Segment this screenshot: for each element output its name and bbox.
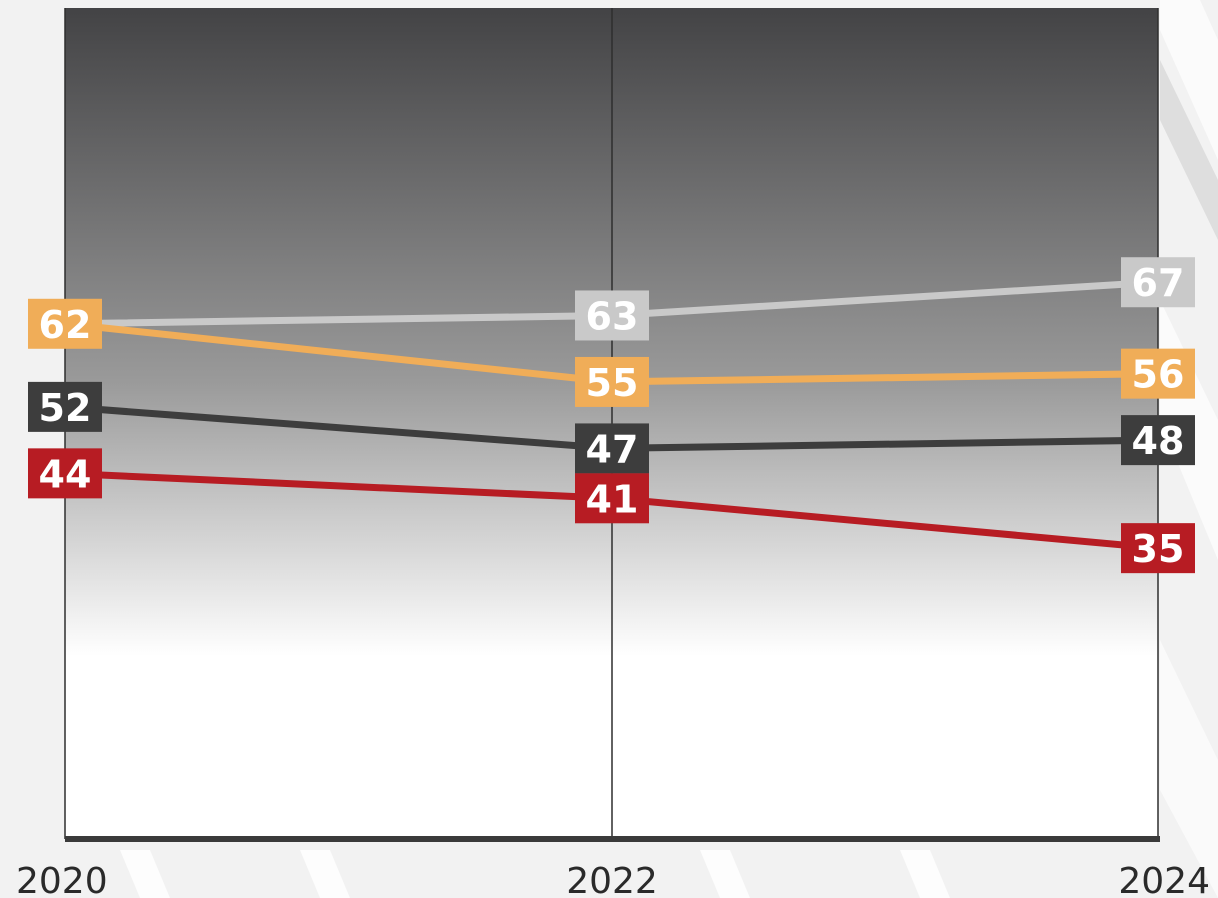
data-label-value: 62 bbox=[39, 303, 92, 347]
x-tick-labels: 2020 2022 2024 bbox=[16, 861, 1210, 898]
data-label-box bbox=[575, 356, 649, 407]
data-label: 44 bbox=[28, 448, 102, 499]
data-label: 47 bbox=[575, 423, 649, 474]
data-label-value: 44 bbox=[39, 452, 92, 496]
data-label: 56 bbox=[1121, 348, 1195, 399]
data-label: 67 bbox=[1121, 257, 1195, 308]
data-label-value: 41 bbox=[586, 477, 639, 521]
data-labels: 63 67 62 55 56 52 47 48 44 41 35 bbox=[28, 257, 1195, 574]
data-label-value: 47 bbox=[586, 427, 639, 471]
data-label-box bbox=[28, 381, 102, 432]
x-tick-label: 2022 bbox=[566, 861, 658, 898]
data-label-value: 52 bbox=[39, 386, 92, 430]
data-label-value: 67 bbox=[1132, 261, 1185, 305]
data-label: 63 bbox=[575, 290, 649, 341]
data-label-box bbox=[1121, 257, 1195, 308]
data-label: 55 bbox=[575, 356, 649, 407]
data-label-box bbox=[28, 448, 102, 499]
x-tick-label: 2020 bbox=[16, 861, 108, 898]
data-label: 52 bbox=[28, 381, 102, 432]
data-label-value: 35 bbox=[1132, 527, 1185, 571]
data-label: 48 bbox=[1121, 415, 1195, 466]
data-label-box bbox=[28, 298, 102, 349]
data-label-value: 48 bbox=[1132, 419, 1185, 463]
data-label-box bbox=[575, 473, 649, 524]
data-label-box bbox=[1121, 415, 1195, 466]
data-label-value: 55 bbox=[586, 361, 639, 405]
x-tick-label: 2024 bbox=[1118, 861, 1210, 898]
data-label: 62 bbox=[28, 298, 102, 349]
data-label-box bbox=[1121, 348, 1195, 399]
data-label-value: 63 bbox=[586, 294, 639, 338]
data-label-box bbox=[575, 290, 649, 341]
data-label: 35 bbox=[1121, 523, 1195, 574]
data-label-box bbox=[575, 423, 649, 474]
data-label-value: 56 bbox=[1132, 353, 1185, 397]
data-label-box bbox=[1121, 523, 1195, 574]
data-label: 41 bbox=[575, 473, 649, 524]
